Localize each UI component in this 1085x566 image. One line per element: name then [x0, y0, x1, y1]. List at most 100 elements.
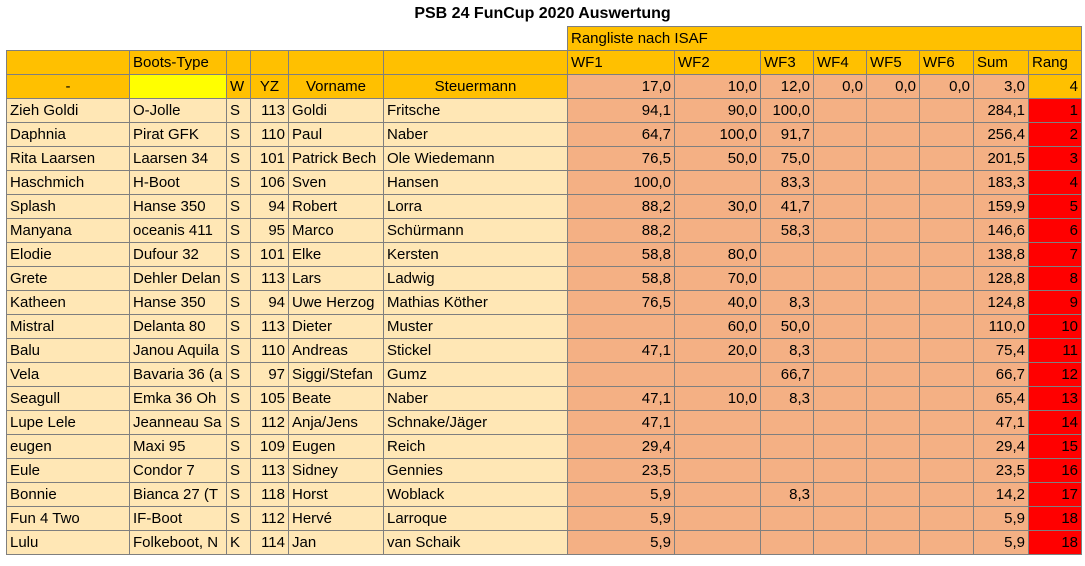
- cell-wf1[interactable]: 94,1: [567, 98, 675, 123]
- cell-rang[interactable]: 9: [1028, 290, 1082, 315]
- cell-sum[interactable]: 110,0: [973, 314, 1029, 339]
- cell-wf5[interactable]: [866, 386, 920, 411]
- cell-name[interactable]: Haschmich: [6, 170, 130, 195]
- cell-steuermann[interactable]: Muster: [383, 314, 568, 339]
- cell-steuermann[interactable]: Gumz: [383, 362, 568, 387]
- cell-wf3[interactable]: [760, 410, 814, 435]
- cell-wf3[interactable]: 83,3: [760, 170, 814, 195]
- cell-wf4[interactable]: [813, 122, 867, 147]
- cell-name[interactable]: Elodie: [6, 242, 130, 267]
- cell-name[interactable]: Fun 4 Two: [6, 506, 130, 531]
- cell-sum[interactable]: 146,6: [973, 218, 1029, 243]
- cell-wf1[interactable]: 5,9: [567, 482, 675, 507]
- cell-w[interactable]: S: [226, 218, 251, 243]
- cell-wf6[interactable]: [919, 122, 974, 147]
- cell-type[interactable]: Jeanneau Sa: [129, 410, 227, 435]
- cell-vorname[interactable]: Sidney: [288, 458, 384, 483]
- cell-type[interactable]: Hanse 350: [129, 194, 227, 219]
- cell-yz[interactable]: 94: [250, 194, 289, 219]
- cell-sum[interactable]: 256,4: [973, 122, 1029, 147]
- cell-wf2[interactable]: [674, 410, 761, 435]
- cell-wf1[interactable]: 58,8: [567, 242, 675, 267]
- cell-w[interactable]: S: [226, 122, 251, 147]
- cell-rang[interactable]: 10: [1028, 314, 1082, 339]
- cell-wf4[interactable]: [813, 194, 867, 219]
- cell-w[interactable]: K: [226, 530, 251, 555]
- cell-wf1[interactable]: 76,5: [567, 290, 675, 315]
- cell-wf4[interactable]: [813, 506, 867, 531]
- cell-wf4[interactable]: [813, 434, 867, 459]
- cell-wf3[interactable]: [760, 530, 814, 555]
- cell-wf3[interactable]: 91,7: [760, 122, 814, 147]
- cell-wf6[interactable]: [919, 170, 974, 195]
- cell-rang[interactable]: 14: [1028, 410, 1082, 435]
- cell-wf3[interactable]: [760, 458, 814, 483]
- cell-wf4[interactable]: [813, 314, 867, 339]
- cell-type[interactable]: Delanta 80: [129, 314, 227, 339]
- cell-vorname[interactable]: Paul: [288, 122, 384, 147]
- cell-type[interactable]: Janou Aquila: [129, 338, 227, 363]
- cell-wf6[interactable]: [919, 362, 974, 387]
- cell-wf4[interactable]: [813, 362, 867, 387]
- cell-wf2[interactable]: 20,0: [674, 338, 761, 363]
- cell-type[interactable]: Bianca 27 (T: [129, 482, 227, 507]
- cell-yz[interactable]: 113: [250, 266, 289, 291]
- cell-wf4[interactable]: [813, 170, 867, 195]
- cell-wf5[interactable]: [866, 482, 920, 507]
- cell-wf2[interactable]: [674, 482, 761, 507]
- cell-type[interactable]: Maxi 95: [129, 434, 227, 459]
- cell-type[interactable]: Dehler Delan: [129, 266, 227, 291]
- cell-wf5[interactable]: [866, 98, 920, 123]
- cell-steuermann[interactable]: Schürmann: [383, 218, 568, 243]
- cell-yz[interactable]: 94: [250, 290, 289, 315]
- cell-wf3[interactable]: 58,3: [760, 218, 814, 243]
- cell-name[interactable]: Manyana: [6, 218, 130, 243]
- cell-wf5[interactable]: [866, 266, 920, 291]
- cell-wf2[interactable]: 60,0: [674, 314, 761, 339]
- cell-wf2[interactable]: [674, 218, 761, 243]
- cell-wf3[interactable]: 8,3: [760, 290, 814, 315]
- cell-wf6[interactable]: [919, 266, 974, 291]
- cell-wf3[interactable]: 8,3: [760, 386, 814, 411]
- cell-name[interactable]: Seagull: [6, 386, 130, 411]
- cell-name[interactable]: Katheen: [6, 290, 130, 315]
- cell-wf2[interactable]: [674, 170, 761, 195]
- cell-rang[interactable]: 7: [1028, 242, 1082, 267]
- cell-vorname[interactable]: Beate: [288, 386, 384, 411]
- cell-wf2[interactable]: 40,0: [674, 290, 761, 315]
- cell-w[interactable]: S: [226, 410, 251, 435]
- cell-wf1[interactable]: 64,7: [567, 122, 675, 147]
- cell-steuermann[interactable]: Reich: [383, 434, 568, 459]
- cell-yz[interactable]: 101: [250, 242, 289, 267]
- cell-rang[interactable]: 12: [1028, 362, 1082, 387]
- cell-w[interactable]: S: [226, 242, 251, 267]
- cell-name[interactable]: Lupe Lele: [6, 410, 130, 435]
- cell-wf6[interactable]: [919, 434, 974, 459]
- cell-wf1[interactable]: 58,8: [567, 266, 675, 291]
- cell-type[interactable]: Dufour 32: [129, 242, 227, 267]
- cell-wf3[interactable]: [760, 434, 814, 459]
- cell-steuermann[interactable]: Schnake/Jäger: [383, 410, 568, 435]
- cell-wf4[interactable]: [813, 386, 867, 411]
- cell-wf3[interactable]: 75,0: [760, 146, 814, 171]
- cell-wf4[interactable]: [813, 410, 867, 435]
- cell-w[interactable]: S: [226, 458, 251, 483]
- cell-vorname[interactable]: Robert: [288, 194, 384, 219]
- cell-wf6[interactable]: [919, 410, 974, 435]
- cell-wf4[interactable]: [813, 98, 867, 123]
- cell-wf6[interactable]: [919, 482, 974, 507]
- cell-name[interactable]: Vela: [6, 362, 130, 387]
- cell-steuermann[interactable]: Gennies: [383, 458, 568, 483]
- cell-sum[interactable]: 66,7: [973, 362, 1029, 387]
- cell-wf1[interactable]: [567, 314, 675, 339]
- cell-w[interactable]: S: [226, 338, 251, 363]
- cell-rang[interactable]: 18: [1028, 506, 1082, 531]
- cell-w[interactable]: S: [226, 194, 251, 219]
- cell-yz[interactable]: 113: [250, 98, 289, 123]
- cell-wf3[interactable]: [760, 242, 814, 267]
- cell-vorname[interactable]: Hervé: [288, 506, 384, 531]
- cell-vorname[interactable]: Sven: [288, 170, 384, 195]
- cell-wf5[interactable]: [866, 194, 920, 219]
- cell-wf2[interactable]: 30,0: [674, 194, 761, 219]
- cell-type[interactable]: H-Boot: [129, 170, 227, 195]
